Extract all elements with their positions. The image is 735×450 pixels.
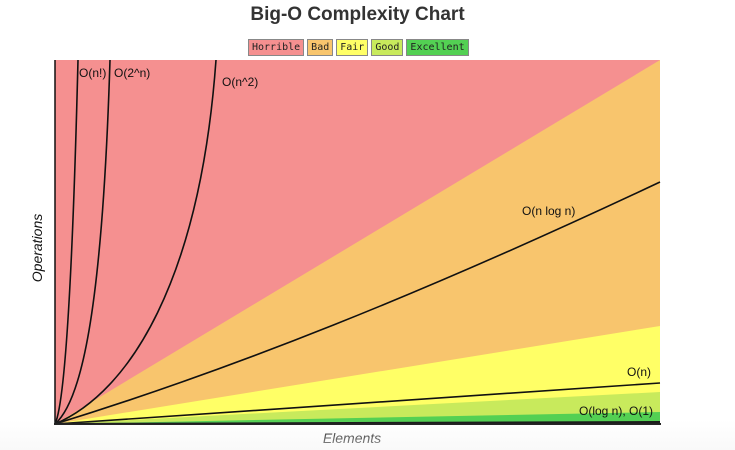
label-o-log-n-o-1: O(log n), O(1): [579, 404, 653, 418]
label-o-n-log-n: O(n log n): [522, 204, 575, 218]
label-o-n-squared: O(n^2): [222, 75, 258, 89]
chart-title: Big-O Complexity Chart: [250, 4, 465, 25]
line-o-n: [54, 382, 661, 425]
chart-legend: Horrible Bad Fair Good Excellent: [248, 39, 469, 56]
x-axis-label: Elements: [323, 430, 381, 446]
line-o-n-squared: [54, 59, 217, 425]
label-o-n: O(n): [627, 365, 651, 379]
legend-excellent: Excellent: [406, 39, 469, 56]
label-o-2-n: O(2^n): [114, 66, 150, 80]
legend-good: Good: [371, 39, 404, 56]
legend-bad: Bad: [307, 39, 334, 56]
legend-horrible: Horrible: [248, 39, 305, 56]
line-o-n-factorial: [54, 59, 79, 425]
line-o-n-log-n: [54, 181, 661, 425]
region-fair: [55, 326, 660, 424]
label-o-n-factorial: O(n!): [79, 66, 106, 80]
line-o-2-n: [54, 59, 111, 425]
regions: [55, 60, 660, 424]
y-axis-label: Operations: [29, 214, 45, 282]
legend-fair: Fair: [336, 39, 369, 56]
series-labels: O(n!) O(2^n) O(n^2) O(n log n) O(n) O(lo…: [79, 66, 653, 418]
region-bad: [55, 60, 660, 424]
